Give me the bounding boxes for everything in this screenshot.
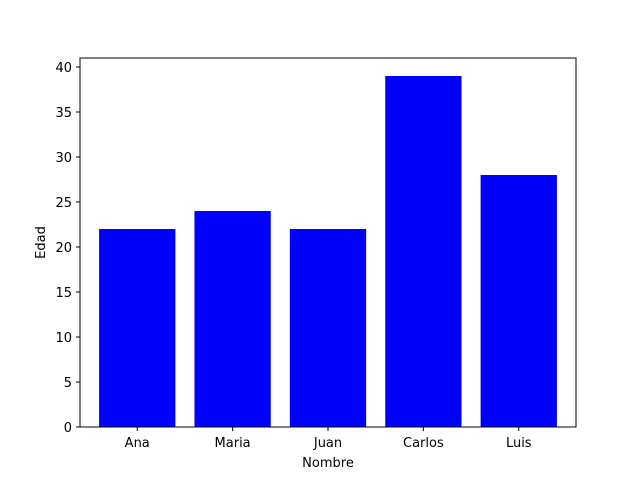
bar-juan	[289, 229, 367, 427]
y-tick-label: 35	[55, 106, 72, 121]
y-tick-label: 40	[55, 61, 72, 76]
y-tick-label: 15	[55, 286, 72, 301]
y-axis: 0 5 10 15 20 25 30 35 40	[55, 61, 80, 436]
y-axis-label: Edad	[34, 226, 49, 259]
x-tick-label: Juan	[313, 436, 342, 451]
y-tick-label: 0	[64, 421, 72, 436]
bar-maria	[194, 211, 271, 427]
x-tick-label: Luis	[506, 436, 532, 451]
x-tick-label: Maria	[215, 436, 251, 451]
y-tick-label: 5	[64, 376, 72, 391]
x-axis: Ana Maria Juan Carlos Luis	[125, 427, 532, 451]
bars-layer	[99, 76, 557, 427]
y-tick-label: 10	[55, 331, 72, 346]
bar-ana	[99, 229, 176, 427]
x-tick-label: Carlos	[403, 436, 444, 451]
x-tick-label: Ana	[125, 436, 150, 451]
y-tick-label: 25	[55, 196, 72, 211]
bar-carlos	[385, 76, 462, 427]
y-tick-label: 30	[55, 151, 72, 166]
bar-luis	[480, 175, 557, 427]
plot-frame	[79, 57, 577, 428]
x-axis-label: Nombre	[302, 456, 354, 471]
y-tick-label: 20	[55, 241, 72, 256]
